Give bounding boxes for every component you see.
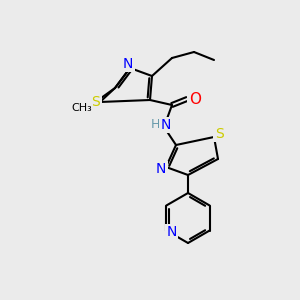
Text: N: N: [123, 57, 133, 71]
Text: S: S: [214, 127, 224, 141]
Text: N: N: [156, 162, 166, 176]
Text: S: S: [92, 95, 100, 109]
Text: CH₃: CH₃: [72, 103, 92, 113]
Text: N: N: [161, 118, 171, 132]
Text: N: N: [166, 226, 176, 239]
Text: H: H: [150, 118, 160, 131]
Text: O: O: [189, 92, 201, 106]
